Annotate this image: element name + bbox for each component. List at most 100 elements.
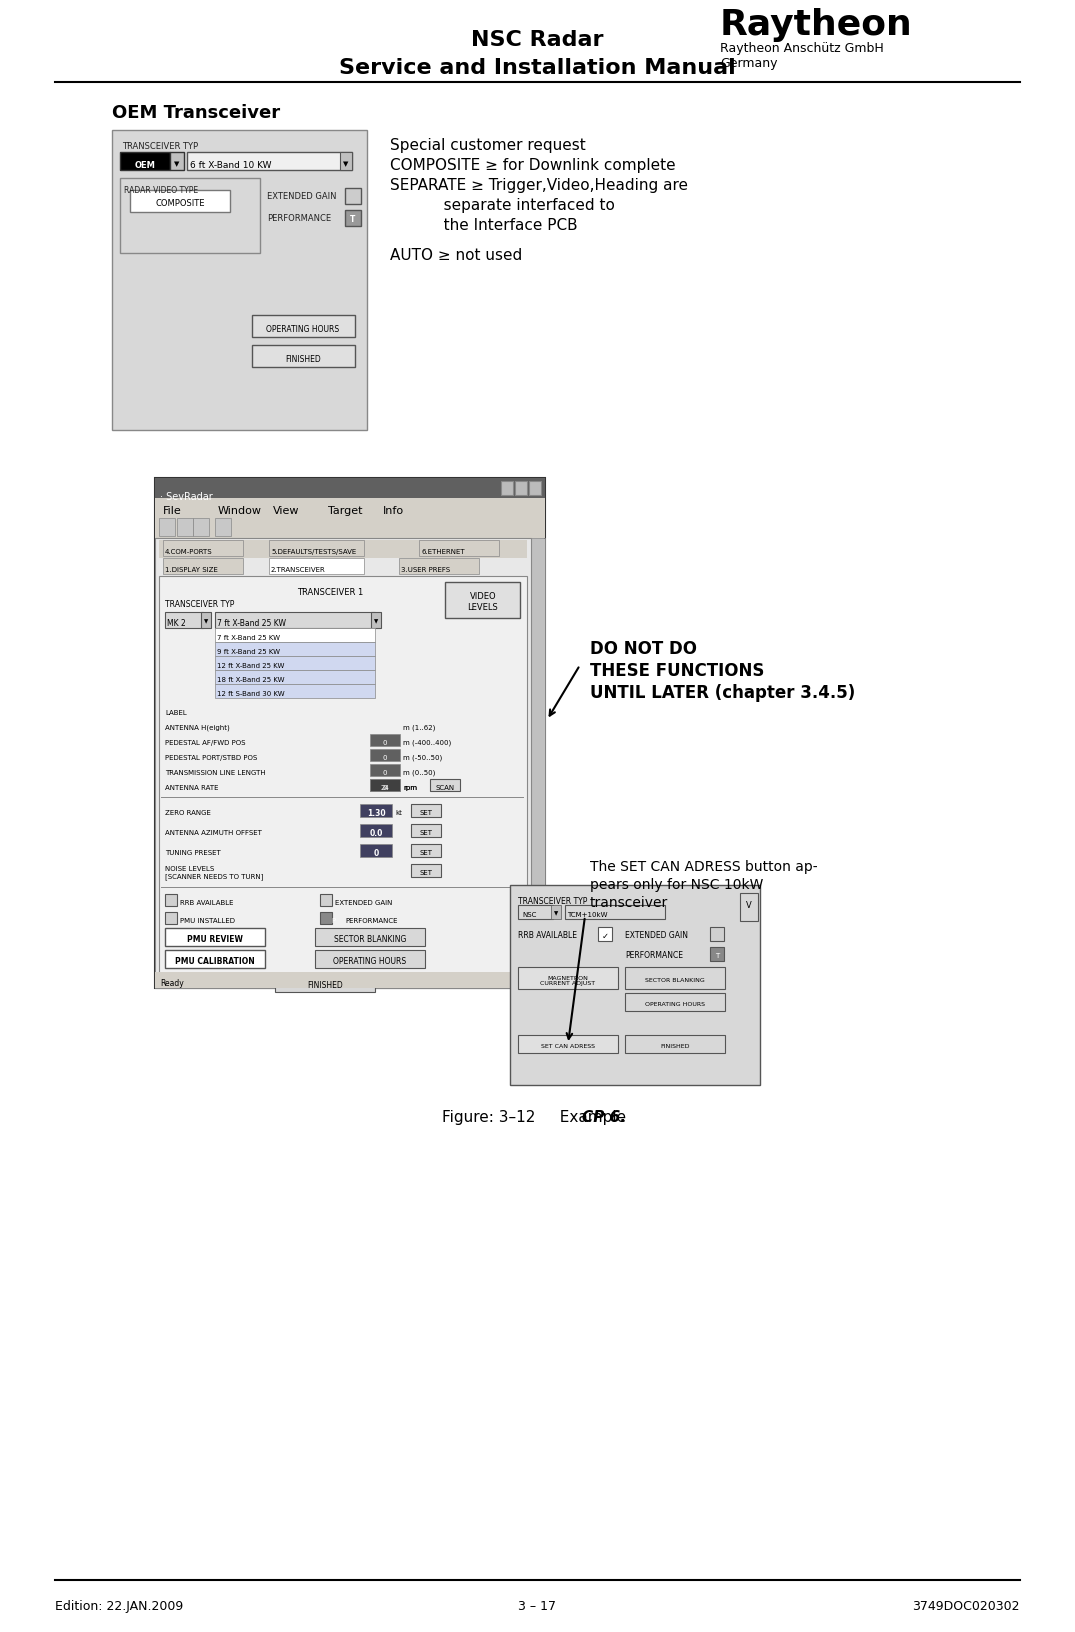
Bar: [598, 927, 612, 942]
Bar: [445, 583, 520, 619]
Text: ANTENNA H(eight): ANTENNA H(eight): [164, 725, 230, 731]
Text: THESE FUNCTIONS: THESE FUNCTIONS: [590, 663, 764, 681]
Bar: [411, 863, 441, 876]
Bar: [215, 656, 375, 671]
Text: V: V: [746, 901, 751, 909]
Text: 6.ETHERNET: 6.ETHERNET: [421, 548, 464, 555]
Bar: [164, 894, 177, 906]
Text: ▼: ▼: [554, 912, 558, 917]
Bar: [215, 628, 375, 641]
Text: TUNING PRESET: TUNING PRESET: [164, 850, 220, 857]
Bar: [510, 885, 760, 1085]
Bar: [275, 974, 375, 992]
Bar: [399, 558, 479, 574]
Text: OEM: OEM: [134, 160, 156, 170]
Bar: [155, 498, 545, 516]
Bar: [529, 481, 541, 494]
Text: 3.USER PREFS: 3.USER PREFS: [401, 566, 450, 573]
Text: ✓: ✓: [602, 932, 608, 940]
Text: m (1..62): m (1..62): [403, 725, 435, 731]
Text: m (-400..400): m (-400..400): [403, 739, 452, 746]
Text: TRANSCEIVER TYP: TRANSCEIVER TYP: [518, 898, 587, 906]
Text: NSC: NSC: [522, 912, 536, 917]
Bar: [194, 517, 209, 535]
Text: ANTENNA RATE: ANTENNA RATE: [164, 785, 218, 792]
Text: 0: 0: [383, 770, 387, 775]
Bar: [164, 612, 203, 628]
Bar: [360, 824, 392, 837]
Bar: [155, 478, 545, 987]
Text: 3749DOC020302: 3749DOC020302: [913, 1599, 1020, 1612]
Bar: [163, 558, 243, 574]
Text: PERFORMANCE: PERFORMANCE: [625, 951, 683, 960]
Text: The SET CAN ADRESS button ap-: The SET CAN ADRESS button ap-: [590, 860, 818, 875]
Bar: [269, 540, 364, 557]
Text: rpm: rpm: [403, 785, 417, 792]
Text: PMU REVIEW: PMU REVIEW: [187, 935, 243, 945]
Text: 7 ft X-Band 25 KW: 7 ft X-Band 25 KW: [217, 635, 280, 641]
Bar: [215, 612, 375, 628]
Bar: [120, 178, 260, 253]
Text: 0: 0: [383, 756, 387, 761]
Bar: [170, 152, 184, 170]
Bar: [252, 315, 355, 336]
Bar: [625, 968, 725, 989]
Text: 3 – 17: 3 – 17: [518, 1599, 556, 1612]
Text: PEDESTAL AF/FWD POS: PEDESTAL AF/FWD POS: [164, 739, 245, 746]
Text: TCM+10kW: TCM+10kW: [567, 912, 607, 917]
Text: pears only for NSC 10kW: pears only for NSC 10kW: [590, 878, 763, 893]
Text: rpm: rpm: [403, 785, 417, 792]
Bar: [159, 517, 175, 535]
Text: 0.0: 0.0: [370, 829, 383, 837]
Text: 6 ft X-Band 10 KW: 6 ft X-Band 10 KW: [190, 160, 272, 170]
Text: SET: SET: [419, 831, 432, 836]
Text: Ready: Ready: [160, 979, 184, 989]
Text: SEPARATE ≥ Trigger,Video,Heading are: SEPARATE ≥ Trigger,Video,Heading are: [390, 178, 688, 193]
Text: View: View: [273, 506, 300, 516]
Bar: [320, 894, 332, 906]
Bar: [315, 929, 425, 947]
Text: ▼: ▼: [174, 162, 180, 166]
Text: 4.COM-PORTS: 4.COM-PORTS: [164, 548, 213, 555]
Bar: [518, 1035, 618, 1053]
Bar: [120, 152, 170, 170]
Text: OEM Transceiver: OEM Transceiver: [112, 104, 281, 122]
Text: RRB AVAILABLE: RRB AVAILABLE: [180, 899, 233, 906]
Bar: [155, 973, 531, 987]
Bar: [371, 612, 381, 628]
Bar: [551, 906, 561, 919]
Bar: [370, 749, 400, 761]
Text: EXTENDED GAIN: EXTENDED GAIN: [267, 193, 336, 201]
Text: RADAR VIDEO TYPE: RADAR VIDEO TYPE: [124, 186, 198, 194]
Text: the Interface PCB: the Interface PCB: [390, 219, 577, 233]
Bar: [411, 805, 441, 818]
Text: PERFORMANCE: PERFORMANCE: [267, 214, 331, 224]
Bar: [345, 188, 361, 204]
Text: 9 ft X-Band 25 KW: 9 ft X-Band 25 KW: [217, 650, 280, 654]
Text: OPERATING HOURS: OPERATING HOURS: [645, 1002, 705, 1007]
Text: FINISHED: FINISHED: [285, 354, 320, 364]
Bar: [625, 1035, 725, 1053]
Text: m (-50..50): m (-50..50): [403, 754, 442, 761]
Bar: [370, 778, 400, 792]
Text: SECTOR BLANKING: SECTOR BLANKING: [645, 979, 705, 984]
Text: FINISHED: FINISHED: [660, 1044, 690, 1049]
Text: TRANSMISSION LINE LENGTH: TRANSMISSION LINE LENGTH: [164, 770, 266, 775]
Text: TRANSCEIVER 1: TRANSCEIVER 1: [297, 588, 363, 597]
Text: MK 2: MK 2: [167, 619, 186, 627]
Text: FINISHED: FINISHED: [307, 981, 343, 991]
Text: ▼: ▼: [204, 620, 209, 625]
Text: · SevRadar: · SevRadar: [160, 491, 213, 503]
Text: Germany: Germany: [720, 57, 777, 70]
Bar: [518, 968, 618, 989]
Text: OPERATING HOURS: OPERATING HOURS: [267, 325, 340, 333]
Text: 7 ft X-Band 25 KW: 7 ft X-Band 25 KW: [217, 619, 286, 627]
Text: Target: Target: [328, 506, 362, 516]
Bar: [187, 152, 352, 170]
Text: NSC Radar: NSC Radar: [471, 29, 603, 51]
Text: Service and Installation Manual: Service and Installation Manual: [339, 59, 735, 78]
Text: 1.30: 1.30: [367, 808, 385, 818]
Bar: [215, 671, 375, 684]
Bar: [177, 517, 194, 535]
Text: T: T: [715, 953, 719, 960]
